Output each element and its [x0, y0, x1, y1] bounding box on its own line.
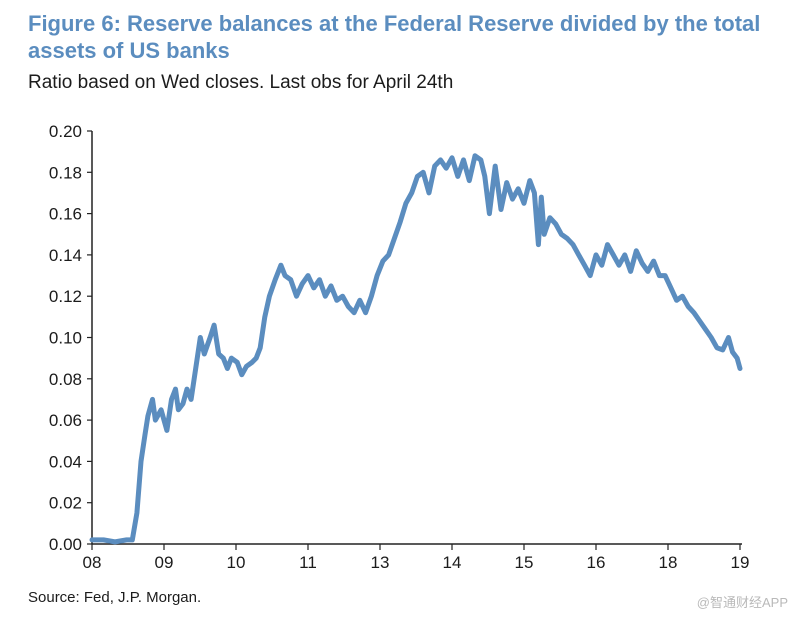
x-tick-label: 09: [155, 553, 174, 572]
chart-subtitle: Ratio based on Wed closes. Last obs for …: [28, 72, 454, 93]
chart-plot-area: [89, 153, 743, 545]
y-tick-label: 0.00: [49, 535, 82, 554]
series-line-0: [89, 153, 743, 545]
x-tick-label: 16: [587, 553, 606, 572]
y-tick-label: 0.12: [49, 287, 82, 306]
source-note: Source: Fed, J.P. Morgan.: [28, 589, 202, 606]
y-tick-label: 0.18: [49, 163, 82, 182]
y-tick-label: 0.10: [49, 329, 82, 348]
x-tick-label: 19: [731, 553, 750, 572]
y-tick-label: 0.20: [49, 122, 82, 141]
x-tick-label: 14: [443, 553, 462, 572]
y-tick-label: 0.06: [49, 411, 82, 430]
x-tick-label: 13: [371, 553, 390, 572]
y-tick-label: 0.04: [49, 452, 82, 471]
y-tick-label: 0.14: [49, 246, 82, 265]
chart-axes: 0.00 0.02 0.04 0.06 0.08 0.10 0.12 0.14 0.16 0.18…: [49, 122, 750, 572]
chart-title: Figure 6: Reserve balances at the Federa…: [28, 11, 761, 63]
x-tick-label: 15: [515, 553, 534, 572]
x-tick-label: 10: [227, 553, 246, 572]
x-tick-label: 18: [659, 553, 678, 572]
x-tick-label: 08: [83, 553, 102, 572]
watermark: @智通财经APP: [696, 595, 788, 610]
x-tick-label: 11: [299, 553, 317, 572]
y-tick-label: 0.16: [49, 205, 82, 224]
y-tick-label: 0.02: [49, 494, 82, 513]
y-tick-label: 0.08: [49, 370, 82, 389]
